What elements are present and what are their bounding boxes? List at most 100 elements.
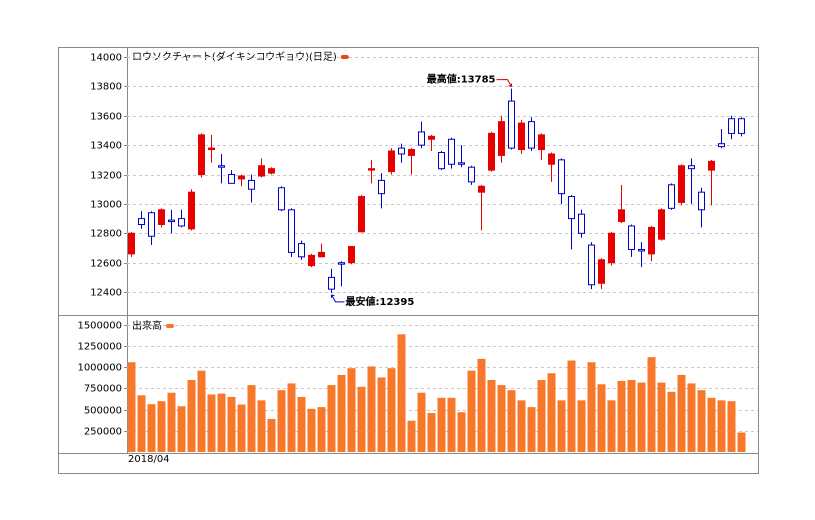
candle-body — [458, 162, 465, 165]
volume-bar — [537, 380, 546, 452]
y-tick-label: 13600 — [90, 112, 122, 123]
candle-body — [378, 179, 385, 195]
candle-body — [478, 185, 485, 193]
y-tick-label: 1000000 — [77, 363, 122, 374]
candle-body — [358, 196, 365, 233]
volume-bar — [217, 393, 226, 452]
candle-body — [658, 209, 665, 240]
volume-bar — [397, 334, 406, 452]
candle-body — [198, 134, 205, 176]
candle-body — [518, 122, 525, 151]
volume-bar — [577, 400, 586, 452]
volume-bar — [227, 396, 236, 452]
candle-body — [408, 149, 415, 156]
candle-body — [568, 196, 575, 220]
volume-bar — [427, 413, 436, 452]
candle-body — [648, 226, 655, 255]
x-tick-label: 2018/04 — [128, 454, 170, 465]
candle-body — [668, 184, 675, 209]
volume-bar — [447, 397, 456, 452]
candle-body — [718, 143, 725, 148]
volume-bar — [157, 401, 166, 452]
candle-body — [348, 246, 355, 264]
legend-label: ロウソクチャート(ダイキンコウギョウ)(日足) — [132, 50, 337, 63]
volume-bar — [467, 370, 476, 452]
volume-bar — [527, 407, 536, 452]
candle-body — [338, 262, 345, 265]
volume-bar — [547, 373, 556, 452]
y-tick-label: 1250000 — [77, 342, 122, 353]
volume-bar — [277, 390, 286, 452]
volume-bar — [267, 418, 276, 452]
volume-bar — [387, 368, 396, 452]
candle-body — [228, 174, 235, 184]
volume-bar — [257, 400, 266, 452]
candle-body — [558, 159, 565, 195]
volume-bar — [297, 396, 306, 452]
y-tick-label: 250000 — [84, 427, 122, 438]
volume-bar — [317, 407, 326, 452]
candle-body — [158, 209, 165, 225]
volume-bar — [187, 380, 196, 452]
candle-body — [218, 165, 225, 168]
candle-body — [138, 218, 145, 225]
volume-bar — [717, 400, 726, 452]
candle-body — [528, 121, 535, 149]
volume-bar — [477, 358, 486, 452]
volume-bar — [707, 397, 716, 452]
candle-body — [448, 138, 455, 165]
volume-bar — [417, 392, 426, 452]
volume-bar — [287, 383, 296, 452]
annotation-arrow — [496, 79, 512, 88]
candle-body — [418, 131, 425, 146]
candle-body — [368, 168, 375, 171]
volume-bar — [697, 390, 706, 452]
y-tick-label: 13200 — [90, 171, 122, 182]
candle-body — [188, 191, 195, 230]
candle-body — [628, 225, 635, 250]
candle-body — [308, 254, 315, 267]
volume-bar — [567, 360, 576, 452]
candle-body — [148, 212, 155, 237]
volume-bar — [557, 400, 566, 452]
candle-body — [698, 191, 705, 211]
candle-body — [508, 100, 515, 149]
candle-body — [548, 153, 555, 165]
y-tick-label: 13400 — [90, 141, 122, 152]
y-tick-label: 14000 — [90, 53, 122, 64]
volume-bar — [407, 420, 416, 452]
annotation: 最高値:13785 — [427, 73, 496, 86]
candle-body — [238, 175, 245, 180]
volume-bar — [377, 377, 386, 452]
volume-bar — [647, 357, 656, 452]
volume-bar — [487, 380, 496, 452]
volume-bar — [457, 412, 466, 452]
volume-bar — [437, 397, 446, 452]
candle-body — [488, 132, 495, 171]
y-tick-label: 13000 — [90, 200, 122, 211]
candle-body — [708, 160, 715, 171]
volume-bar — [607, 400, 616, 452]
volume-bar — [367, 366, 376, 452]
candle-body — [588, 244, 595, 286]
candle-body — [638, 248, 645, 252]
volume-bar — [197, 370, 206, 452]
volume-bar — [147, 404, 156, 452]
candle-body — [578, 213, 585, 234]
volume-bar — [207, 394, 216, 452]
volume-bar — [137, 395, 146, 452]
volume-bar — [687, 383, 696, 452]
candle-body — [288, 209, 295, 253]
candle-body — [618, 209, 625, 223]
candle-body — [728, 118, 735, 134]
candle-body — [268, 168, 275, 174]
y-tick-label: 750000 — [84, 384, 122, 395]
candle-body — [168, 219, 175, 223]
candle-body — [298, 243, 305, 258]
candle-body — [498, 121, 505, 156]
volume-bar — [127, 362, 136, 452]
candle-body — [278, 187, 285, 211]
y-tick-label: 500000 — [84, 406, 122, 417]
annotation-arrow — [331, 294, 345, 303]
